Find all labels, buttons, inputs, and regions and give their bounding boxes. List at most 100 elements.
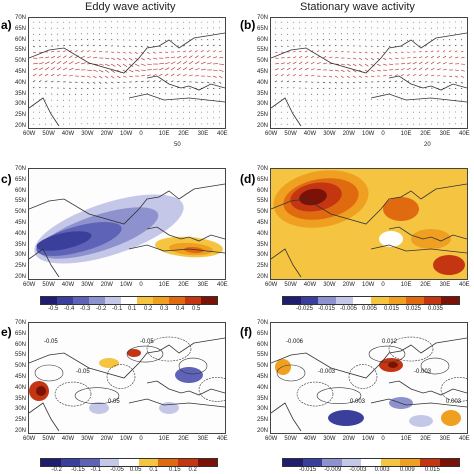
wave-vector bbox=[98, 33, 100, 35]
lon-tick-a: 30E bbox=[197, 131, 209, 137]
wave-vector bbox=[38, 73, 43, 77]
lat-tick-f: 55N bbox=[256, 352, 268, 359]
lat-tick-f: 65N bbox=[256, 330, 268, 337]
wave-vector bbox=[86, 87, 89, 90]
wave-vector bbox=[170, 73, 175, 77]
wave-vector bbox=[134, 69, 140, 72]
wave-vector bbox=[400, 80, 404, 83]
wave-vector bbox=[182, 50, 186, 53]
lat-tick-c: 50N bbox=[14, 209, 26, 216]
wave-vector bbox=[454, 93, 457, 95]
wave-vector bbox=[280, 62, 285, 65]
wave-vector bbox=[388, 80, 392, 83]
lat-tick-b: 70N bbox=[256, 15, 268, 21]
shaded-region bbox=[99, 358, 119, 368]
wave-vector bbox=[140, 63, 146, 66]
lat-tick-f: 40N bbox=[256, 384, 268, 391]
wave-vector bbox=[128, 51, 132, 54]
wave-vector bbox=[80, 39, 83, 41]
wave-vector bbox=[310, 87, 313, 89]
wave-vector bbox=[86, 81, 90, 84]
wave-vector bbox=[274, 74, 278, 77]
wave-vector bbox=[62, 67, 68, 71]
wave-vector bbox=[218, 44, 221, 47]
wave-vector bbox=[340, 45, 343, 47]
lon-tick-b: 50W bbox=[284, 131, 297, 137]
wave-vector bbox=[152, 80, 156, 83]
wave-vector bbox=[448, 87, 451, 90]
lon-tick-f: 20E bbox=[420, 436, 431, 442]
lat-tick-c: 65N bbox=[14, 176, 26, 183]
wave-vector bbox=[322, 56, 327, 59]
wave-vector bbox=[334, 69, 339, 72]
wave-vector bbox=[194, 68, 200, 71]
lat-tick-d: 70N bbox=[256, 166, 268, 172]
wave-vector bbox=[200, 68, 206, 71]
wave-vector bbox=[370, 69, 375, 72]
wave-vector bbox=[86, 39, 89, 41]
wave-vector bbox=[188, 67, 194, 71]
wave-vector bbox=[170, 61, 176, 65]
wave-vector bbox=[212, 81, 216, 84]
wave-vector bbox=[406, 67, 411, 71]
lon-tick-c: 30W bbox=[81, 282, 94, 288]
lat-tick-e: 25N bbox=[14, 417, 26, 424]
wave-vector bbox=[164, 67, 170, 71]
wave-vector bbox=[454, 87, 457, 90]
wave-vector bbox=[206, 50, 210, 53]
wave-vector bbox=[32, 39, 35, 41]
colorbar-tick: -0.05 bbox=[110, 467, 124, 473]
wave-vector bbox=[218, 81, 222, 84]
lon-tick-b: 30E bbox=[439, 131, 451, 137]
wave-vector bbox=[92, 81, 96, 84]
wave-vector bbox=[406, 73, 410, 77]
wave-vector bbox=[110, 75, 115, 79]
wave-vector bbox=[280, 45, 283, 47]
wave-vector bbox=[122, 69, 128, 73]
wave-vector bbox=[322, 62, 327, 65]
wave-vector bbox=[316, 68, 321, 71]
wave-vector bbox=[80, 75, 85, 78]
ref-vector-a: 50 bbox=[174, 142, 181, 148]
wave-vector bbox=[38, 45, 41, 48]
wave-vector bbox=[206, 39, 209, 41]
lon-tick-c: 10E bbox=[158, 282, 170, 288]
contour-line bbox=[146, 336, 192, 362]
lon-tick-f: 60W bbox=[265, 436, 278, 442]
wave-vector bbox=[430, 74, 435, 77]
wave-vector bbox=[152, 93, 155, 95]
wave-vector bbox=[158, 39, 161, 41]
lon-tick-e: 40E bbox=[217, 436, 228, 442]
wave-vector bbox=[62, 74, 67, 77]
contour-label: -0.003 bbox=[414, 369, 432, 375]
lat-tick-b: 55N bbox=[256, 47, 268, 54]
lat-tick-d: 60N bbox=[256, 187, 268, 194]
wave-vector bbox=[86, 44, 89, 47]
wave-vector bbox=[218, 69, 224, 72]
wave-vector bbox=[460, 44, 463, 47]
wave-vector bbox=[98, 63, 104, 66]
wave-vector bbox=[56, 60, 62, 65]
wave-vector bbox=[68, 75, 73, 77]
wave-vector bbox=[188, 45, 191, 47]
colorbar-tick: -0.2 bbox=[51, 467, 62, 473]
wave-vector bbox=[436, 93, 439, 95]
wave-vector bbox=[454, 75, 459, 78]
wave-vector bbox=[412, 67, 417, 71]
wave-vector bbox=[56, 74, 61, 77]
colorbar-swatch bbox=[302, 459, 323, 466]
lon-tick-c: 0 bbox=[139, 282, 143, 288]
wave-vector bbox=[394, 93, 397, 95]
wave-vector bbox=[98, 69, 104, 73]
wave-vector bbox=[352, 63, 357, 67]
wave-vector bbox=[62, 61, 68, 65]
shaded-region bbox=[433, 255, 465, 275]
wave-vector bbox=[176, 61, 182, 65]
wave-vector bbox=[394, 57, 399, 60]
wave-vector bbox=[182, 60, 188, 65]
wave-vector bbox=[134, 51, 138, 54]
wave-vector bbox=[212, 44, 215, 47]
wave-vector bbox=[32, 45, 35, 48]
wave-vector bbox=[218, 75, 223, 79]
wave-vector bbox=[358, 57, 363, 60]
